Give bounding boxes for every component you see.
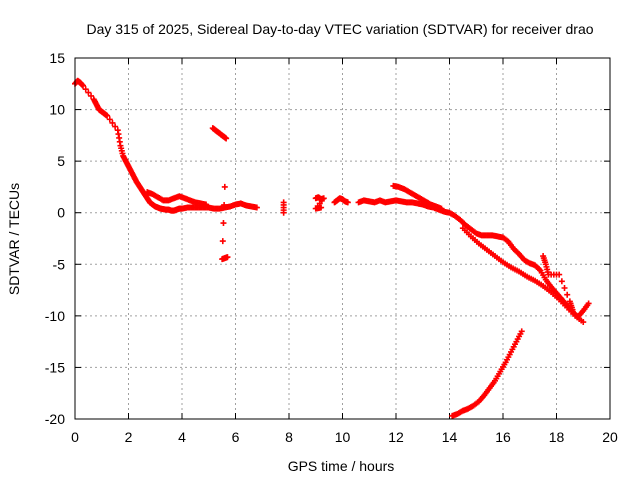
data-point-fill	[481, 245, 488, 252]
data-point-fill	[103, 112, 110, 119]
data-point-fill	[546, 282, 553, 289]
data-point-fill	[568, 304, 575, 311]
data-point-fill	[536, 266, 543, 273]
x-tick-label: 2	[125, 429, 133, 445]
y-tick-label: 5	[57, 153, 65, 169]
y-tick-label: -5	[53, 256, 66, 272]
data-point-fill	[584, 302, 591, 309]
data-point-fill	[220, 220, 227, 227]
series-rising-arc	[449, 328, 525, 419]
series-main-trend	[72, 77, 260, 214]
data-point-fill	[316, 204, 323, 211]
series-short-arc	[209, 125, 230, 142]
data-point-fill	[509, 244, 516, 251]
data-point-fill	[88, 92, 95, 99]
series-isolated	[219, 183, 287, 263]
x-tick-label: 20	[602, 429, 618, 445]
x-tick-label: 4	[178, 429, 186, 445]
plot-frame	[74, 57, 611, 420]
data-point-fill	[558, 278, 565, 285]
x-tick-label: 18	[549, 429, 565, 445]
data-point-fill	[201, 201, 208, 208]
y-tick-label: 0	[57, 205, 65, 221]
data-point-fill	[223, 254, 230, 261]
data-point-fill	[465, 231, 472, 238]
data-point-fill	[554, 294, 561, 301]
data-point-fill	[119, 150, 126, 157]
data-point-fill	[497, 257, 504, 264]
data-point-fill	[495, 370, 502, 377]
x-tick-label: 0	[71, 429, 79, 445]
grid-lines	[75, 58, 610, 419]
data-point-fill	[82, 86, 89, 93]
data-point-fill	[538, 281, 545, 288]
x-tick-label: 16	[495, 429, 511, 445]
x-tick-label: 14	[442, 429, 458, 445]
data-point-fill	[553, 271, 560, 278]
data-point-fill	[544, 269, 551, 276]
data-point-fill	[506, 351, 513, 358]
series-branch-spikes	[540, 253, 576, 313]
data-point-fill	[85, 89, 92, 96]
data-point-fill	[561, 285, 568, 292]
series-mid-segments	[312, 194, 351, 212]
data-point-fill	[485, 386, 492, 393]
data-point-fill	[219, 238, 226, 245]
data-point-fill	[489, 251, 496, 258]
data-point-fill	[116, 138, 123, 145]
data-point-fill	[546, 287, 553, 294]
data-point-fill	[437, 205, 444, 212]
chart-title: Day 315 of 2025, Sidereal Day-to-day VTE…	[86, 21, 593, 37]
series-lower-branch	[459, 225, 587, 326]
data-point-fill	[578, 317, 585, 324]
data-point-fill	[112, 123, 119, 130]
data-point-fill	[252, 204, 259, 211]
series-upper-band	[144, 189, 210, 208]
x-tick-label: 10	[335, 429, 351, 445]
data-point-fill	[109, 119, 116, 126]
data-point-fill	[344, 199, 351, 206]
data-point-fill	[501, 361, 508, 368]
x-tick-label: 8	[285, 429, 293, 445]
x-tick-label: 12	[388, 429, 404, 445]
data-point-fill	[280, 207, 287, 214]
data-point-fill	[530, 276, 537, 283]
x-tick-label: 6	[232, 429, 240, 445]
data-point-fill	[473, 238, 480, 245]
data-point-fill	[542, 259, 549, 266]
data-point-fill	[578, 309, 585, 316]
y-axis-label: SDTVAR / TECUs	[6, 183, 22, 295]
data-point-fill	[79, 82, 86, 89]
data-point-fill	[221, 201, 228, 208]
data-point-fill	[490, 379, 497, 386]
data-point	[221, 183, 228, 190]
y-tick-label: -20	[45, 411, 65, 427]
data-points	[72, 77, 592, 419]
series-hump	[390, 182, 445, 212]
y-tick-label: 10	[49, 102, 65, 118]
data-point-fill	[506, 263, 513, 270]
y-tick-label: 15	[49, 50, 65, 66]
data-point-fill	[512, 341, 519, 348]
data-point-fill	[514, 267, 521, 274]
data-point-fill	[479, 393, 486, 400]
x-axis-label: GPS time / hours	[288, 458, 395, 474]
y-tick-label: -10	[45, 308, 65, 324]
data-point-fill	[564, 291, 571, 298]
data-point-fill	[562, 302, 569, 309]
data-point-fill	[522, 272, 529, 279]
data-point-fill	[517, 330, 524, 337]
data-point-fill	[106, 116, 113, 123]
y-tick-label: -15	[45, 359, 65, 375]
data-point-fill	[541, 274, 548, 281]
data-point-fill	[222, 134, 229, 141]
